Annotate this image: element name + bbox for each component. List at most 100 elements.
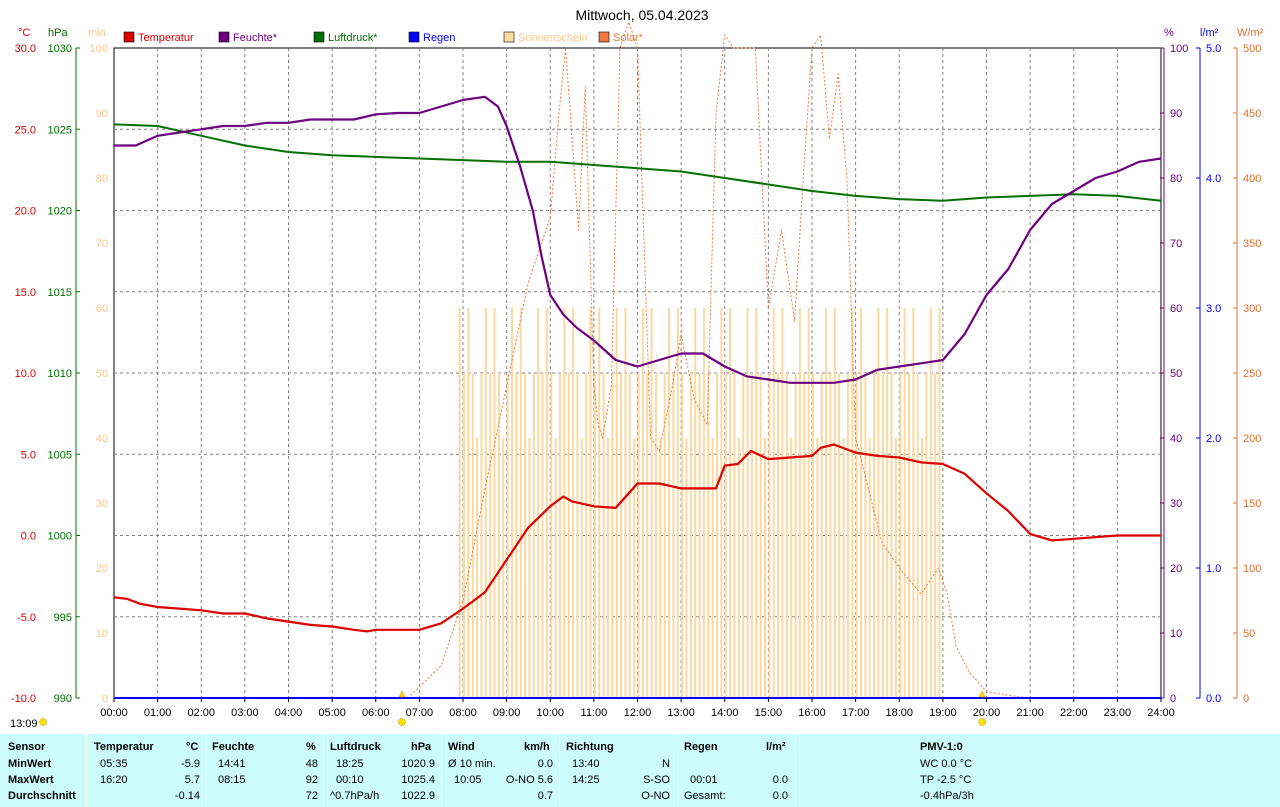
sunshine-bar [855, 373, 858, 698]
sunshine-tick-label: 30 [96, 498, 108, 510]
sunshine-bar [733, 373, 736, 698]
solar-tick-label: 500 [1243, 43, 1261, 55]
divider [677, 734, 678, 807]
sunshine-bar [711, 438, 714, 698]
temperature-max-value: 5.7 [184, 774, 200, 786]
sunshine-bar [528, 438, 531, 698]
sunshine-bar [620, 373, 623, 698]
sunshine-bar [729, 308, 732, 698]
rain-tick-label: 3.0 [1206, 303, 1221, 315]
sunshine-bar [794, 373, 797, 698]
sunshine-bar [598, 308, 601, 698]
sunshine-bar [532, 373, 535, 698]
sunshine-bar [851, 308, 854, 698]
x-tick-label: 13:00 [667, 707, 695, 719]
rain-tick-label: 4.0 [1206, 173, 1221, 185]
humidity-unit: % [1164, 27, 1174, 39]
humidity-tick-label: 20 [1170, 563, 1182, 575]
sunshine-bar [611, 373, 614, 698]
now-marker-icon [39, 718, 47, 726]
sunshine-bar [798, 308, 801, 698]
sunshine-bar [929, 308, 932, 698]
humidity-tick-label: 60 [1170, 303, 1182, 315]
solar-unit: W/m² [1237, 27, 1264, 39]
sunshine-bar [668, 308, 671, 698]
sunshine-bar [637, 373, 640, 698]
sunshine-bar [812, 373, 814, 698]
max-label: MaxWert [8, 774, 54, 786]
solar-tick-label: 400 [1243, 173, 1261, 185]
humidity-tick-label: 30 [1170, 498, 1182, 510]
x-tick-label: 15:00 [755, 707, 783, 719]
sunshine-bar [550, 373, 553, 698]
sunshine-bar [807, 308, 810, 698]
humidity-tick-label: 10 [1170, 628, 1182, 640]
pressure-tick-label: 1000 [48, 531, 72, 543]
sunshine-bar [881, 373, 884, 698]
pressure-unit: hPa [411, 741, 432, 753]
sunshine-tick-label: 10 [96, 628, 108, 640]
sunshine-bar [877, 308, 880, 698]
legend-swatch [218, 31, 230, 43]
pressure-tick-label: 1015 [48, 287, 72, 299]
sunshine-bar [868, 438, 871, 698]
sunshine-bar [628, 373, 631, 698]
x-tick-label: 16:00 [798, 707, 826, 719]
sunshine-bar [934, 373, 937, 698]
x-tick-label: 24:00 [1147, 707, 1175, 719]
sunshine-bar [724, 373, 727, 698]
sunshine-tick-label: 60 [96, 303, 108, 315]
humidity-tick-label: 100 [1170, 43, 1188, 55]
sunshine-bar [742, 373, 745, 698]
wind-max-time: 10:05 [454, 774, 482, 786]
rain-unit: l/m² [1200, 27, 1219, 39]
x-tick-label: 04:00 [275, 707, 303, 719]
sunshine-bar [563, 308, 566, 698]
sunshine-bars [458, 308, 941, 698]
temperature-tick-label: 0.0 [21, 531, 36, 543]
sunshine-bar [471, 373, 474, 698]
sunshine-bar [785, 373, 788, 698]
humidity-min-time: 14:41 [218, 758, 246, 770]
temperature-unit: °C [18, 27, 30, 39]
sensor-header: Sensor [8, 741, 46, 753]
sunshine-bar [602, 373, 605, 698]
sunset-icon [978, 718, 986, 726]
sunshine-bar [755, 308, 758, 698]
pressure-max-value: 1025.4 [401, 774, 435, 786]
sunshine-bar [545, 308, 548, 698]
sunshine-bar [654, 373, 657, 698]
solar-tick-label: 450 [1243, 108, 1261, 120]
rain-header: Regen [684, 741, 718, 753]
rain-max-value: 0.0 [772, 774, 788, 786]
sunshine-bar [567, 373, 570, 698]
sunshine-bar [615, 308, 618, 698]
sunshine-bar [484, 308, 487, 698]
pmv-dewpoint: TP -2.5 °C [920, 774, 972, 786]
sunshine-bar [672, 373, 675, 698]
sunshine-bar [894, 438, 897, 698]
sunshine-bar [912, 308, 915, 698]
x-tick-label: 19:00 [929, 707, 957, 719]
divider [559, 734, 560, 807]
series-line-temperatur [113, 443, 1161, 633]
sunshine-tick-label: 90 [96, 108, 108, 120]
sunshine-bar [759, 373, 762, 698]
pressure-avg-value: 1022.9 [401, 790, 435, 802]
sunshine-bar [707, 373, 710, 698]
temperature-header: Temperatur [94, 741, 154, 753]
solar-tick-label: 200 [1243, 433, 1261, 445]
series-line-feuchte [114, 95, 1162, 384]
sunshine-tick-label: 80 [96, 173, 108, 185]
pressure-tick-label: 990 [54, 693, 72, 705]
legend-label: Feuchte* [233, 32, 278, 44]
pressure-tick-label: 1025 [48, 124, 72, 136]
sunshine-bar [694, 308, 697, 698]
sunshine-bar [493, 308, 496, 698]
humidity-tick-label: 70 [1170, 238, 1182, 250]
direction-min-value: N [662, 758, 670, 770]
sunshine-bar [585, 373, 588, 698]
sunshine-bar [676, 308, 679, 698]
sunshine-bar [716, 373, 719, 698]
divider [441, 734, 442, 807]
